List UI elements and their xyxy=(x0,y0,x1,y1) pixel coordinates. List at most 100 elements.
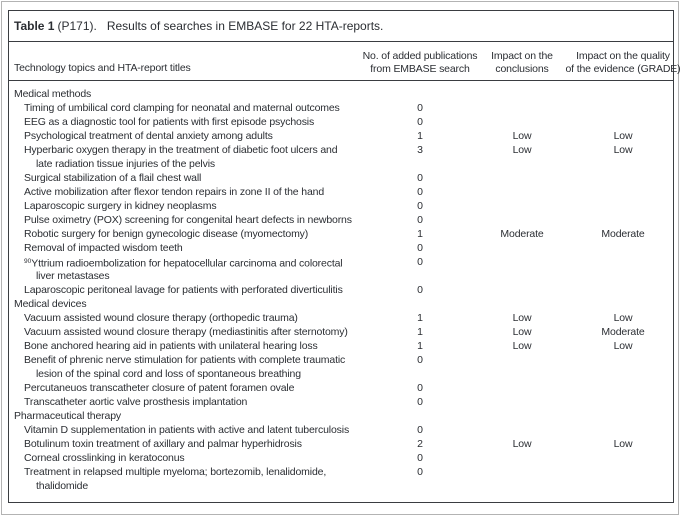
impact-grade: Moderate xyxy=(601,228,645,240)
report-row: Active mobilization after flexor tendon … xyxy=(9,185,673,199)
publications-count: 0 xyxy=(417,242,423,254)
report-row: Percutaneuos transcatheter closure of pa… xyxy=(9,381,673,395)
report-title: Benefit of phrenic nerve stimulation for… xyxy=(24,354,346,366)
table-caption-text: Results of searches in EMBASE for 22 HTA… xyxy=(106,19,384,33)
report-row: Surgical stabilization of a flail chest … xyxy=(9,171,673,185)
publications-count: 0 xyxy=(417,354,423,366)
column-header-conclusions: Impact on the conclusions xyxy=(472,50,572,75)
report-title-continuation: thalidomide xyxy=(36,480,89,492)
publications-count: 0 xyxy=(417,214,423,226)
report-title: Hyperbaric oxygen therapy in the treatme… xyxy=(24,144,338,156)
report-row: Hyperbaric oxygen therapy in the treatme… xyxy=(9,143,673,157)
impact-grade: Moderate xyxy=(601,326,645,338)
report-row: Pulse oximetry (POX) screening for conge… xyxy=(9,213,673,227)
report-title: Active mobilization after flexor tendon … xyxy=(24,186,325,198)
column-header-conclusions-line2: conclusions xyxy=(495,62,549,75)
results-table: Table 1 (P171). Results of searches in E… xyxy=(8,10,680,503)
report-row: Benefit of phrenic nerve stimulation for… xyxy=(9,353,673,367)
publications-count: 1 xyxy=(417,228,423,240)
report-title: Robotic surgery for benign gynecologic d… xyxy=(24,228,309,240)
impact-grade: Low xyxy=(613,340,633,352)
table-body: Medical methods Timing of umbilical cord … xyxy=(9,81,673,493)
report-row: Laparoscopic surgery in kidney neoplasms… xyxy=(9,199,673,213)
impact-grade: Low xyxy=(613,130,633,142)
report-title: Laparoscopic surgery in kidney neoplasms xyxy=(24,200,217,212)
report-title: Pulse oximetry (POX) screening for conge… xyxy=(24,214,352,226)
report-row: Psychological treatment of dental anxiet… xyxy=(9,129,673,143)
report-row-continuation: late radiation tissue injuries of the pe… xyxy=(9,157,673,171)
report-row: Transcatheter aortic valve prosthesis im… xyxy=(9,395,673,409)
report-title: Botulinum toxin treatment of axillary an… xyxy=(24,438,302,450)
report-title: EEG as a diagnostic tool for patients wi… xyxy=(24,116,315,128)
column-header-publications-line1: No. of added publications xyxy=(362,50,478,62)
publications-count: 3 xyxy=(417,144,423,156)
column-header-grade: Impact on the quality of the evidence (G… xyxy=(561,50,680,75)
publications-count: 0 xyxy=(417,452,423,464)
report-title: 90Yttrium radioembolization for hepatoce… xyxy=(24,257,343,270)
report-title: Psychological treatment of dental anxiet… xyxy=(24,130,273,142)
section-label: Pharmaceutical therapy xyxy=(14,410,122,422)
impact-conclusions: Low xyxy=(512,438,532,450)
section-row: Medical methods xyxy=(9,87,673,101)
impact-conclusions: Low xyxy=(512,340,532,352)
table-number: Table 1 xyxy=(14,19,55,33)
report-title: Vacuum assisted wound closure therapy (m… xyxy=(24,326,348,338)
publications-count: 0 xyxy=(417,284,423,296)
report-row: Vitamin D supplementation in patients wi… xyxy=(9,423,673,437)
report-row: EEG as a diagnostic tool for patients wi… xyxy=(9,115,673,129)
report-title-continuation: lesion of the spinal cord and loss of sp… xyxy=(36,368,301,380)
publications-count: 0 xyxy=(417,396,423,408)
report-title: Vitamin D supplementation in patients wi… xyxy=(24,424,350,436)
table-caption: Table 1 (P171). Results of searches in E… xyxy=(9,11,673,42)
report-row: Vacuum assisted wound closure therapy (m… xyxy=(9,325,673,339)
report-title: Transcatheter aortic valve prosthesis im… xyxy=(24,396,248,408)
section-row: Pharmaceutical therapy xyxy=(9,409,673,423)
publications-count: 0 xyxy=(417,200,423,212)
report-row: Botulinum toxin treatment of axillary an… xyxy=(9,437,673,451)
publications-count: 1 xyxy=(417,312,423,324)
publications-count: 0 xyxy=(417,172,423,184)
section-label: Medical methods xyxy=(14,88,92,100)
publications-count: 0 xyxy=(417,466,423,478)
report-title-continuation: liver metastases xyxy=(36,270,110,282)
publications-count: 0 xyxy=(417,382,423,394)
publications-count: 0 xyxy=(417,116,423,128)
column-header-topics: Technology topics and HTA-report titles xyxy=(14,62,191,74)
impact-conclusions: Low xyxy=(512,130,532,142)
publications-count: 0 xyxy=(417,256,423,268)
report-title: Percutaneuos transcatheter closure of pa… xyxy=(24,382,295,394)
report-title: Surgical stabilization of a flail chest … xyxy=(24,172,202,184)
report-row: Corneal crosslinking in keratoconus 0 xyxy=(9,451,673,465)
publications-count: 0 xyxy=(417,424,423,436)
report-row: Removal of impacted wisdom teeth 0 xyxy=(9,241,673,255)
impact-conclusions: Low xyxy=(512,144,532,156)
publications-count: 0 xyxy=(417,186,423,198)
impact-grade: Low xyxy=(613,312,633,324)
publications-count: 0 xyxy=(417,102,423,114)
report-title-continuation: late radiation tissue injuries of the pe… xyxy=(36,158,216,170)
report-title: Corneal crosslinking in keratoconus xyxy=(24,452,185,464)
section-label: Medical devices xyxy=(14,298,87,310)
report-title: Treatment in relapsed multiple myeloma; … xyxy=(24,466,327,478)
report-row: 90Yttrium radioembolization for hepatoce… xyxy=(9,255,673,270)
report-title: Removal of impacted wisdom teeth xyxy=(24,242,183,254)
impact-conclusions: Low xyxy=(512,312,532,324)
report-row: Timing of umbilical cord clamping for ne… xyxy=(9,101,673,115)
report-title: Laparoscopic peritoneal lavage for patie… xyxy=(24,284,343,296)
column-header-conclusions-line1: Impact on the xyxy=(491,50,553,62)
column-header-grade-line2: of the evidence (GRADE) xyxy=(565,62,680,75)
column-header-grade-line1: Impact on the quality xyxy=(576,50,670,62)
section-row: Medical devices xyxy=(9,297,673,311)
isotope-superscript: 90 xyxy=(24,258,32,265)
publications-count: 1 xyxy=(417,130,423,142)
report-title: Bone anchored hearing aid in patients wi… xyxy=(24,340,318,352)
report-title: Vacuum assisted wound closure therapy (o… xyxy=(24,312,298,324)
report-title: Timing of umbilical cord clamping for ne… xyxy=(24,102,340,114)
report-row: Robotic surgery for benign gynecologic d… xyxy=(9,227,673,241)
impact-grade: Low xyxy=(613,144,633,156)
report-row-continuation: lesion of the spinal cord and loss of sp… xyxy=(9,367,673,381)
column-header-publications: No. of added publications from EMBASE se… xyxy=(350,50,490,75)
report-row: Treatment in relapsed multiple myeloma; … xyxy=(9,465,673,479)
